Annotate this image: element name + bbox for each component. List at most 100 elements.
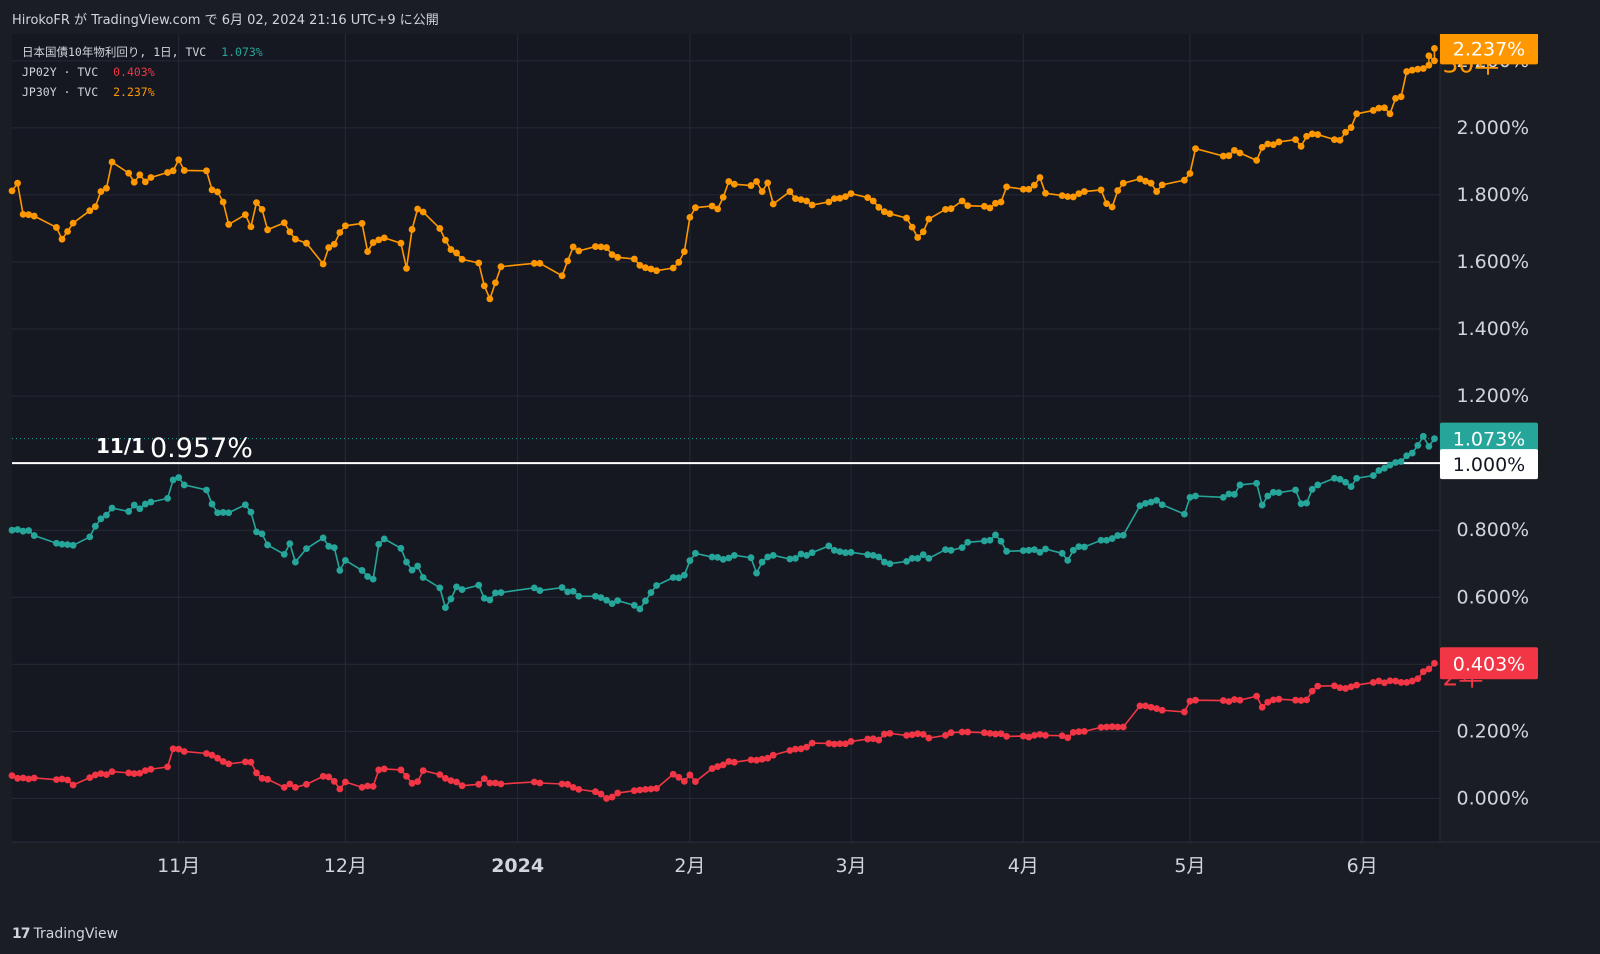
data-point bbox=[1258, 501, 1266, 509]
data-point bbox=[603, 244, 610, 251]
data-point bbox=[208, 186, 216, 194]
data-point bbox=[1030, 181, 1038, 189]
data-point bbox=[608, 251, 616, 259]
data-point bbox=[1103, 200, 1111, 208]
data-point bbox=[1342, 685, 1349, 692]
data-point bbox=[630, 255, 638, 263]
data-point bbox=[942, 731, 949, 739]
yield-chart[interactable]: 0.000%0.200%0.400%0.600%0.800%1.000%1.20… bbox=[0, 34, 1600, 914]
data-point bbox=[325, 244, 333, 251]
data-point bbox=[1119, 179, 1127, 187]
data-point bbox=[880, 558, 888, 566]
data-point bbox=[1119, 723, 1127, 731]
data-point bbox=[914, 234, 922, 241]
data-point bbox=[1103, 723, 1111, 731]
data-point bbox=[241, 501, 249, 509]
data-point bbox=[808, 739, 816, 747]
data-point bbox=[91, 771, 99, 779]
data-point bbox=[1392, 677, 1399, 685]
data-point bbox=[903, 731, 910, 739]
data-point bbox=[364, 573, 372, 580]
data-point bbox=[530, 778, 538, 786]
data-point bbox=[564, 588, 572, 596]
data-point bbox=[614, 253, 622, 261]
data-point bbox=[1258, 143, 1266, 151]
data-point bbox=[847, 548, 855, 556]
data-point bbox=[680, 248, 688, 255]
data-point bbox=[747, 554, 755, 562]
data-point bbox=[830, 740, 838, 748]
data-point bbox=[925, 215, 933, 223]
data-point bbox=[908, 223, 916, 231]
data-point bbox=[264, 541, 271, 549]
data-point bbox=[130, 501, 138, 509]
y-tick-label: 1.200% bbox=[1457, 385, 1529, 407]
data-point bbox=[241, 758, 249, 766]
data-point bbox=[708, 202, 716, 210]
data-point bbox=[614, 789, 622, 797]
data-point bbox=[825, 198, 833, 206]
data-point bbox=[575, 592, 583, 600]
data-point bbox=[53, 776, 60, 784]
data-point bbox=[1219, 493, 1227, 501]
tradingview-logo[interactable]: 17 TradingView bbox=[12, 926, 118, 942]
data-point bbox=[825, 740, 833, 747]
data-point bbox=[1253, 156, 1261, 164]
legend-item-2y[interactable]: JP02Y · TVC 0.403% bbox=[22, 62, 263, 82]
data-point bbox=[103, 184, 110, 192]
data-point bbox=[475, 780, 483, 788]
data-point bbox=[947, 546, 955, 554]
data-point bbox=[497, 263, 505, 271]
data-point bbox=[1064, 556, 1072, 564]
data-point bbox=[964, 538, 972, 546]
data-point bbox=[247, 223, 255, 231]
data-point bbox=[725, 758, 733, 765]
data-point bbox=[1108, 203, 1116, 211]
data-point bbox=[869, 735, 877, 743]
data-point bbox=[847, 738, 855, 745]
data-point bbox=[453, 778, 460, 786]
data-point bbox=[1386, 677, 1394, 685]
data-point bbox=[1080, 188, 1088, 195]
data-point bbox=[447, 595, 455, 603]
x-tick-label: 2月 bbox=[674, 855, 705, 877]
data-point bbox=[442, 774, 449, 782]
data-point bbox=[1292, 486, 1299, 494]
data-point bbox=[636, 605, 644, 613]
legend-item-30y[interactable]: JP30Y · TVC 2.237% bbox=[22, 82, 263, 102]
data-point bbox=[169, 745, 177, 753]
data-point bbox=[886, 210, 894, 218]
data-point bbox=[942, 546, 949, 554]
data-point bbox=[264, 775, 271, 783]
data-point bbox=[1158, 181, 1166, 189]
data-point bbox=[247, 758, 255, 766]
data-point bbox=[103, 771, 110, 779]
legend-item-10y[interactable]: 日本国債10年物利回り, 1日, TVC 1.073% bbox=[22, 42, 263, 62]
data-point bbox=[25, 211, 33, 219]
data-point bbox=[764, 179, 772, 187]
data-point bbox=[1108, 723, 1116, 731]
data-point bbox=[925, 554, 933, 562]
data-point bbox=[1225, 152, 1233, 160]
data-point bbox=[1397, 679, 1405, 686]
data-point bbox=[69, 781, 77, 789]
data-point bbox=[203, 167, 210, 175]
data-point bbox=[175, 156, 183, 164]
data-point bbox=[1064, 734, 1072, 742]
data-point bbox=[1036, 730, 1044, 738]
data-point bbox=[714, 205, 722, 213]
data-point bbox=[358, 783, 366, 791]
data-point bbox=[25, 775, 33, 783]
data-point bbox=[1186, 170, 1194, 177]
data-point bbox=[764, 553, 772, 561]
data-point bbox=[886, 560, 894, 568]
data-point bbox=[1064, 193, 1072, 201]
data-point bbox=[1186, 493, 1194, 501]
data-point bbox=[291, 783, 299, 791]
data-point bbox=[1275, 695, 1283, 703]
data-point bbox=[141, 500, 149, 508]
data-point bbox=[1342, 478, 1349, 486]
data-point bbox=[169, 476, 177, 484]
data-point bbox=[1419, 432, 1427, 440]
data-point bbox=[1181, 176, 1188, 184]
